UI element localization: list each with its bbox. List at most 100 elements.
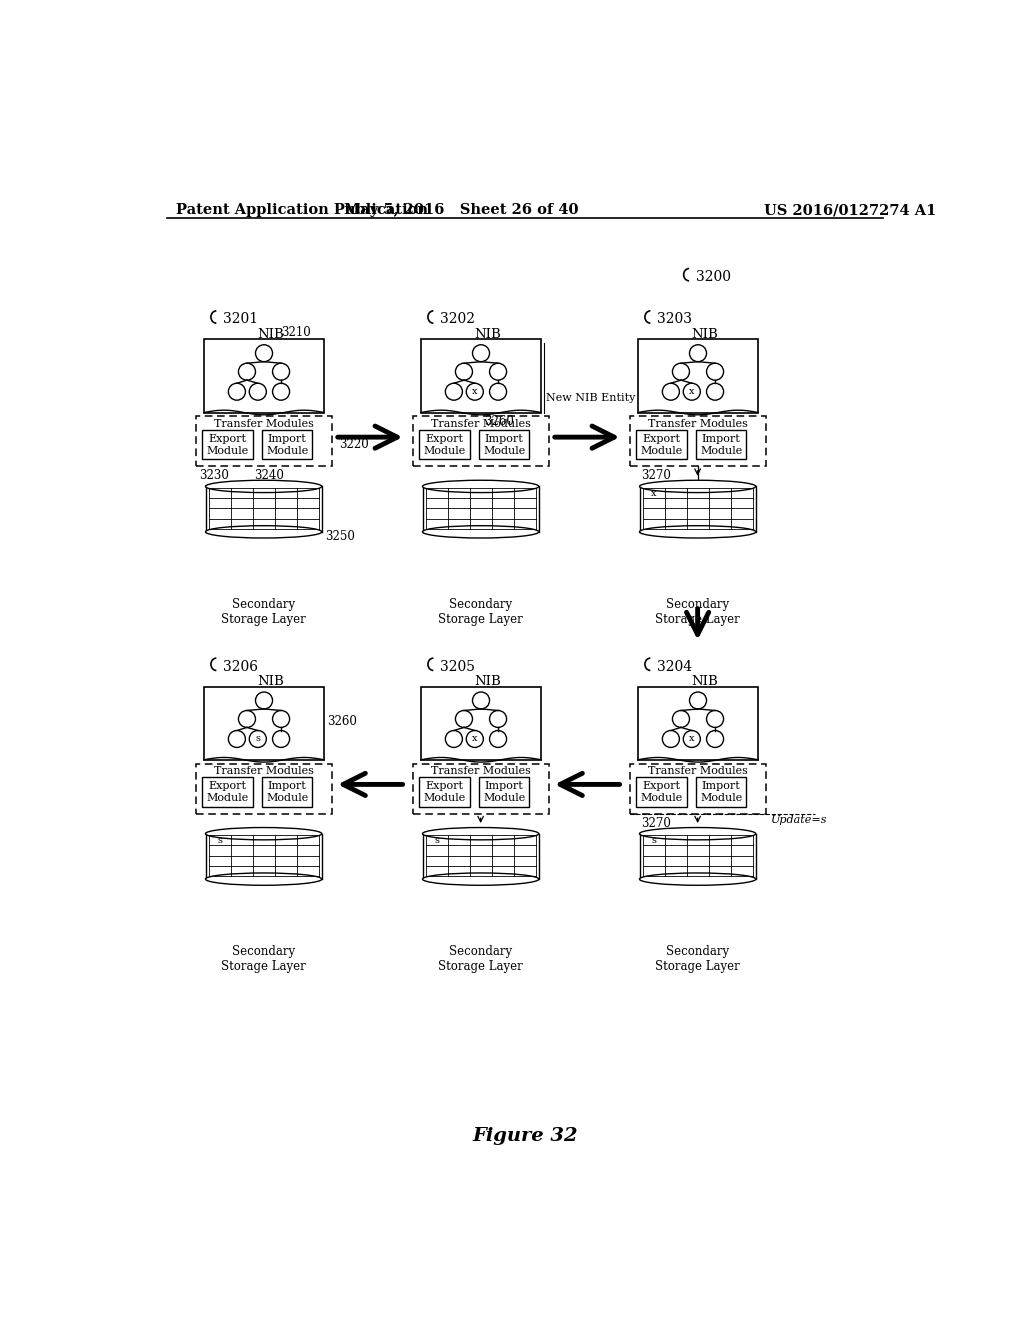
- Bar: [421, 686, 541, 760]
- Text: Import
Module: Import Module: [266, 434, 308, 455]
- Text: NIB: NIB: [257, 327, 285, 341]
- Bar: [640, 834, 756, 879]
- Text: x: x: [472, 387, 477, 396]
- Bar: [696, 430, 746, 459]
- Text: 3260: 3260: [484, 414, 514, 428]
- Bar: [204, 686, 324, 760]
- Bar: [479, 430, 529, 459]
- FancyBboxPatch shape: [630, 416, 766, 466]
- Bar: [204, 339, 324, 412]
- Ellipse shape: [640, 480, 756, 492]
- Text: Export
Module: Export Module: [207, 434, 249, 455]
- Text: 3220: 3220: [339, 438, 369, 451]
- Text: 3204: 3204: [657, 660, 692, 673]
- Text: Import
Module: Import Module: [483, 434, 525, 455]
- FancyBboxPatch shape: [414, 763, 549, 813]
- Text: 3270: 3270: [641, 470, 671, 483]
- Text: s: s: [434, 836, 439, 845]
- Ellipse shape: [206, 828, 322, 840]
- Text: NIB: NIB: [691, 675, 718, 688]
- Bar: [638, 686, 758, 760]
- FancyBboxPatch shape: [197, 416, 332, 466]
- Text: 3240: 3240: [254, 470, 285, 483]
- Text: 3260: 3260: [328, 714, 357, 727]
- Text: x: x: [689, 387, 694, 396]
- Bar: [262, 430, 312, 459]
- Ellipse shape: [206, 873, 322, 886]
- Text: May 5, 2016   Sheet 26 of 40: May 5, 2016 Sheet 26 of 40: [344, 203, 579, 216]
- Text: 3205: 3205: [440, 660, 475, 673]
- Text: 3206: 3206: [223, 660, 258, 673]
- Text: Export
Module: Export Module: [640, 434, 683, 455]
- Bar: [479, 777, 529, 807]
- Text: Transfer Modules: Transfer Modules: [431, 418, 531, 429]
- Bar: [421, 339, 541, 412]
- Text: x: x: [689, 734, 694, 743]
- FancyBboxPatch shape: [197, 763, 332, 813]
- Text: 3270: 3270: [641, 817, 671, 830]
- Text: Import
Module: Import Module: [266, 781, 308, 803]
- Text: NIB: NIB: [474, 675, 501, 688]
- Text: Export
Module: Export Module: [424, 781, 466, 803]
- Text: Transfer Modules: Transfer Modules: [214, 418, 314, 429]
- Ellipse shape: [423, 480, 539, 492]
- Bar: [636, 777, 687, 807]
- Text: Transfer Modules: Transfer Modules: [648, 766, 748, 776]
- Bar: [420, 777, 470, 807]
- Ellipse shape: [206, 480, 322, 492]
- Text: NIB: NIB: [474, 327, 501, 341]
- Ellipse shape: [423, 525, 539, 539]
- Ellipse shape: [423, 873, 539, 886]
- FancyBboxPatch shape: [630, 763, 766, 813]
- Bar: [640, 487, 756, 532]
- Text: Secondary
Storage Layer: Secondary Storage Layer: [221, 598, 306, 626]
- Text: Secondary
Storage Layer: Secondary Storage Layer: [655, 598, 740, 626]
- Text: Transfer Modules: Transfer Modules: [648, 418, 748, 429]
- Text: Import
Module: Import Module: [700, 434, 742, 455]
- Text: 3230: 3230: [200, 470, 229, 483]
- Text: 3203: 3203: [657, 313, 692, 326]
- Bar: [638, 339, 758, 412]
- Text: Secondary
Storage Layer: Secondary Storage Layer: [438, 945, 523, 973]
- Text: Export
Module: Export Module: [207, 781, 249, 803]
- Text: s: s: [217, 836, 222, 845]
- Bar: [696, 777, 746, 807]
- Ellipse shape: [206, 525, 322, 539]
- Bar: [206, 834, 322, 879]
- Bar: [423, 834, 539, 879]
- Text: x: x: [472, 734, 477, 743]
- Text: s: s: [651, 836, 656, 845]
- Ellipse shape: [640, 873, 756, 886]
- Text: NIB: NIB: [691, 327, 718, 341]
- Text: NIB: NIB: [257, 675, 285, 688]
- Text: Import
Module: Import Module: [483, 781, 525, 803]
- Ellipse shape: [640, 828, 756, 840]
- Bar: [423, 487, 539, 532]
- Ellipse shape: [640, 525, 756, 539]
- Bar: [420, 430, 470, 459]
- Text: Export
Module: Export Module: [640, 781, 683, 803]
- Text: 3210: 3210: [281, 326, 310, 339]
- Bar: [203, 430, 253, 459]
- Text: 3201: 3201: [223, 313, 258, 326]
- FancyBboxPatch shape: [414, 416, 549, 466]
- Text: 3202: 3202: [440, 313, 475, 326]
- Ellipse shape: [423, 828, 539, 840]
- Text: 3200: 3200: [696, 271, 731, 284]
- Text: Transfer Modules: Transfer Modules: [431, 766, 531, 776]
- Text: Transfer Modules: Transfer Modules: [214, 766, 314, 776]
- Bar: [206, 487, 322, 532]
- Bar: [262, 777, 312, 807]
- Bar: [203, 777, 253, 807]
- Text: Secondary
Storage Layer: Secondary Storage Layer: [655, 945, 740, 973]
- Text: New NIB Entity: New NIB Entity: [547, 393, 636, 403]
- Text: s: s: [255, 734, 260, 743]
- Text: Patent Application Publication: Patent Application Publication: [176, 203, 428, 216]
- Bar: [636, 430, 687, 459]
- Text: Figure 32: Figure 32: [472, 1127, 578, 1144]
- Text: Secondary
Storage Layer: Secondary Storage Layer: [221, 945, 306, 973]
- Text: Secondary
Storage Layer: Secondary Storage Layer: [438, 598, 523, 626]
- Text: x: x: [651, 488, 656, 498]
- Text: 3250: 3250: [326, 531, 355, 544]
- Text: US 2016/0127274 A1: US 2016/0127274 A1: [764, 203, 936, 216]
